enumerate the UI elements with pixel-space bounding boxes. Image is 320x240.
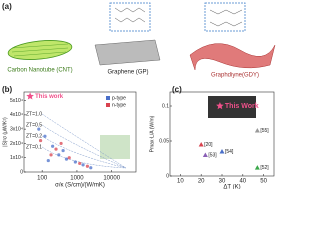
highlight-point xyxy=(26,92,34,100)
x-tick-label: 10000 xyxy=(103,176,120,182)
annotation: ZT=0.1 xyxy=(26,144,42,150)
y-tick-label: 1x10⁴ xyxy=(10,155,23,161)
x-tick-label: 40 xyxy=(239,179,246,185)
point xyxy=(43,134,47,138)
annotation: ZT=0.5 xyxy=(26,122,42,128)
y-tick-label: 0.1 xyxy=(162,103,169,109)
point xyxy=(51,144,55,148)
legend-label: p-type xyxy=(112,95,126,101)
point-label: [20] xyxy=(204,142,213,148)
annotation: ZT=1.0 xyxy=(26,111,42,117)
point-label: [55] xyxy=(260,128,269,134)
y-tick-label: 2x10⁴ xyxy=(10,141,23,147)
point xyxy=(78,161,82,166)
point xyxy=(49,153,53,157)
x-tick-label: 1000 xyxy=(70,176,84,182)
point xyxy=(219,149,225,154)
point xyxy=(37,127,41,131)
point xyxy=(61,148,65,153)
point xyxy=(254,128,260,133)
point xyxy=(38,138,43,143)
y-tick-label: 0.05 xyxy=(159,138,169,144)
y-axis-label: |S|²σ (μW/K²) xyxy=(2,117,8,147)
point xyxy=(85,164,90,168)
legend-swatch xyxy=(106,103,110,107)
y-axis-label: Pmax·L/A (W/m) xyxy=(149,115,155,152)
y-tick-label: 5x10⁴ xyxy=(10,98,23,104)
point xyxy=(64,157,69,161)
annotation: ZT=0.2 xyxy=(26,133,42,139)
x-axis-label: ΔT (K) xyxy=(223,185,240,189)
point xyxy=(73,160,77,164)
inset-photo xyxy=(100,135,130,159)
y-tick-label: 3x10⁴ xyxy=(10,126,23,132)
point xyxy=(254,165,260,170)
point xyxy=(59,141,63,146)
legend-label: n-type xyxy=(112,102,126,108)
highlight-label: This Work xyxy=(225,103,259,110)
panel-label: (c) xyxy=(172,85,182,94)
point xyxy=(46,158,50,163)
point-label: [52] xyxy=(260,165,269,171)
panel-label: (b) xyxy=(2,85,13,94)
point xyxy=(57,153,61,157)
highlight-point xyxy=(216,102,224,110)
panel-label: (a) xyxy=(2,2,12,11)
zt-curve xyxy=(41,135,127,169)
x-axis-label: σ/κ (S/cm)/(W/mK) xyxy=(55,183,105,189)
zt-curve xyxy=(41,113,127,169)
x-tick-label: 50 xyxy=(260,179,267,185)
figure: (a) Carbon Nanotube (CNT) Graphene (GP) … xyxy=(2,2,276,189)
point xyxy=(202,152,208,157)
cnt-label: Carbon Nanotube (CNT) xyxy=(7,68,72,74)
x-tick-label: 30 xyxy=(219,179,226,185)
highlight-label: This work xyxy=(35,94,64,100)
zt-curve xyxy=(41,124,127,169)
inset-photo xyxy=(208,96,256,118)
y-tick-label: 0 xyxy=(20,169,23,175)
panel-a-art xyxy=(7,2,276,71)
point xyxy=(67,156,71,160)
x-tick-label: 10 xyxy=(177,179,184,185)
legend-swatch xyxy=(106,96,110,100)
y-tick-label: 4x10⁴ xyxy=(10,112,23,118)
plot-frame xyxy=(23,91,137,173)
point xyxy=(198,142,204,147)
point xyxy=(81,163,85,167)
x-tick-label: 20 xyxy=(198,179,205,185)
point xyxy=(89,166,93,170)
y-tick-label: 0 xyxy=(166,173,169,179)
point-label: [53] xyxy=(208,152,217,158)
gdy-label: Graphdiyne(GDY) xyxy=(211,73,259,79)
point-label: [54] xyxy=(225,149,234,155)
point xyxy=(54,147,58,151)
x-tick-label: 100 xyxy=(37,176,48,182)
gp-label: Graphene (GP) xyxy=(107,70,148,76)
